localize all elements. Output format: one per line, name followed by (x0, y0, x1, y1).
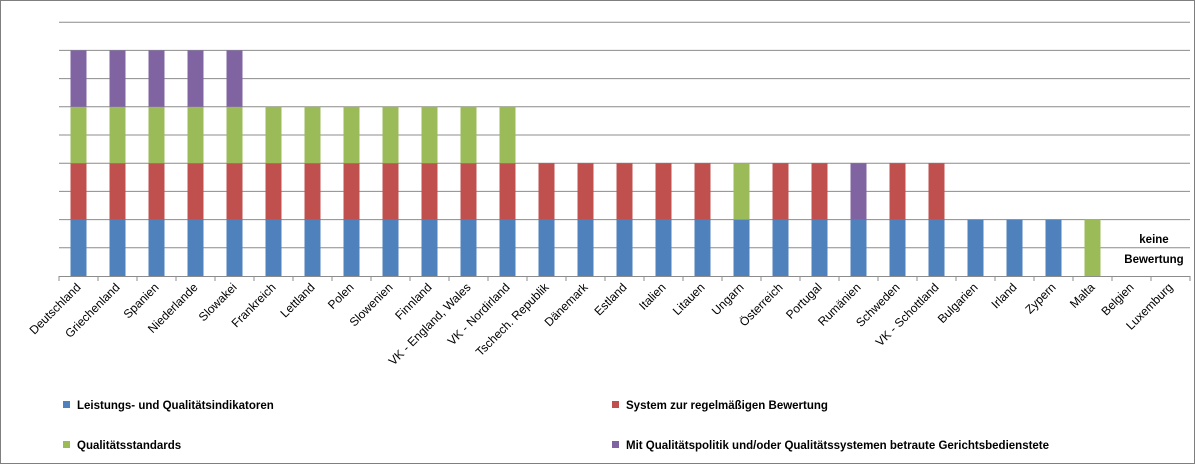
bar-segment (304, 219, 321, 276)
bar-segment (148, 163, 165, 220)
bar-segment (460, 163, 477, 220)
bar-segment (109, 106, 126, 164)
bar-segment (343, 219, 360, 276)
bar-segment (265, 219, 282, 276)
bar-segment (538, 219, 555, 276)
bar-segment (70, 106, 87, 164)
bar-segment (1045, 219, 1062, 276)
legend: Leistungs- und Qualitätsindikatoren Syst… (63, 400, 1049, 452)
bar-segment (460, 219, 477, 276)
bar-segment (1006, 219, 1023, 276)
bar-segment (967, 219, 984, 276)
bar-segment (70, 50, 87, 107)
bar-segment (265, 106, 282, 164)
annotation: keine Bewertung (1124, 234, 1183, 266)
bar-segment (187, 219, 204, 276)
bar-segment (616, 163, 633, 220)
legend-label-staff: Mit Qualitätspolitik und/oder Qualitätss… (626, 440, 1049, 452)
bar-segment (421, 219, 438, 276)
x-axis (58, 276, 1191, 281)
bar-segment (304, 106, 321, 164)
bar-segment (811, 219, 828, 276)
bar-segment (889, 163, 906, 220)
bar-segment (421, 106, 438, 164)
bar-segment (226, 163, 243, 220)
annotation-line2: Bewertung (1124, 254, 1183, 266)
bar-segment (187, 50, 204, 107)
bar-segment (343, 163, 360, 220)
legend-swatch-evaluation (612, 401, 619, 408)
bar-segment (499, 106, 516, 164)
bar-segment (694, 163, 711, 220)
bar-segment (772, 219, 789, 276)
bar-segment (460, 106, 477, 164)
bar-segment (382, 106, 399, 164)
bar-segment (70, 219, 87, 276)
bar-segment (148, 50, 165, 107)
bar-segment (148, 219, 165, 276)
bar-segment (694, 219, 711, 276)
bar-segment (109, 50, 126, 107)
bar-segment (421, 163, 438, 220)
bar-segment (811, 163, 828, 220)
bar-segment (343, 106, 360, 164)
bar-segment (499, 163, 516, 220)
bar-segment (187, 163, 204, 220)
bar-segment (148, 106, 165, 164)
bar-segment (733, 219, 750, 276)
legend-swatch-indicators (63, 401, 70, 408)
legend-label-indicators: Leistungs- und Qualitätsindikatoren (77, 400, 274, 412)
bar-segment (70, 163, 87, 220)
legend-swatch-standards (63, 441, 70, 448)
bar-segment (382, 163, 399, 220)
gridlines (59, 21, 1190, 249)
bar-segment (226, 50, 243, 107)
bar-segment (772, 163, 789, 220)
bar-segment (616, 219, 633, 276)
bar-segment (577, 219, 594, 276)
bar-segment (577, 163, 594, 220)
legend-swatch-staff (612, 441, 619, 448)
bar-segment (109, 163, 126, 220)
bar-segment (928, 219, 945, 276)
bar-segment (850, 219, 867, 276)
annotation-line1: keine (1139, 234, 1168, 246)
bar-segment (655, 163, 672, 220)
bar-segment (655, 219, 672, 276)
bar-segment (1084, 219, 1101, 276)
bar-segment (850, 163, 867, 220)
bar-segment (187, 106, 204, 164)
bar-segment (304, 163, 321, 220)
bars (70, 50, 1101, 276)
bar-segment (538, 163, 555, 220)
bar-segment (226, 106, 243, 164)
legend-label-evaluation: System zur regelmäßigen Bewertung (626, 400, 828, 412)
bar-segment (109, 219, 126, 276)
bar-segment (265, 163, 282, 220)
bar-segment (499, 219, 516, 276)
bar-segment (226, 219, 243, 276)
bar-segment (928, 163, 945, 220)
bar-segment (733, 163, 750, 220)
bar-segment (889, 219, 906, 276)
legend-label-standards: Qualitätsstandards (77, 440, 181, 452)
bar-segment (382, 219, 399, 276)
